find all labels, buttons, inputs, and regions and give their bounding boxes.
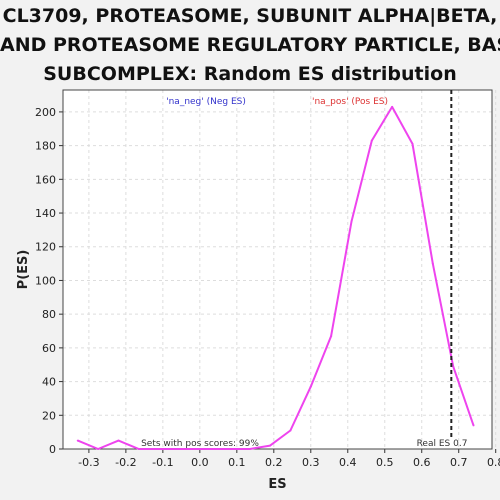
y-tick-label: 140 [35, 207, 56, 220]
data-point [391, 105, 394, 108]
x-tick-label: 0.3 [302, 456, 320, 469]
data-point [239, 448, 242, 450]
data-point [269, 444, 272, 447]
pos-scores-label: Sets with pos scores: 99% [141, 439, 259, 449]
title-line-1: CL3709, PROTEASOME, SUBUNIT ALPHA|BETA, [2, 5, 498, 27]
x-tick-label: 0.7 [450, 456, 468, 469]
title-line-2: AND PROTEASOME REGULATORY PARTICLE, BASE [0, 34, 500, 56]
data-point [137, 448, 140, 450]
y-tick-label: 180 [35, 140, 56, 153]
data-point [411, 142, 414, 145]
chart-title: CL3709, PROTEASOME, SUBUNIT ALPHA|BETA, … [0, 2, 500, 89]
y-tick-label: 40 [42, 376, 56, 389]
x-tick-label: 0.8 [487, 456, 500, 469]
series-group [76, 105, 475, 450]
data-point [198, 448, 201, 450]
plot-frame [62, 89, 493, 450]
y-tick-label: 20 [42, 409, 56, 422]
x-tick-label: 0.5 [376, 456, 394, 469]
data-point [309, 385, 312, 388]
data-point [158, 448, 161, 450]
y-tick-label: 200 [35, 106, 56, 119]
annotations: 'na_neg' (Neg ES) 'na_pos' (Pos ES) Real E… [141, 90, 467, 449]
legend-neg-label: 'na_neg' (Neg ES) [166, 97, 246, 107]
data-point [97, 448, 100, 450]
y-axis-label: P(ES) [16, 250, 31, 290]
y-tick-label: 60 [42, 342, 56, 355]
title-line-3: SUBCOMPLEX: Random ES distribution [43, 63, 457, 85]
y-tick-label: 120 [35, 241, 56, 254]
y-tick-label: 160 [35, 173, 56, 186]
data-point [370, 139, 373, 142]
data-point [76, 439, 79, 442]
x-tick-label: 0.0 [191, 456, 209, 469]
x-axis-label: ES [268, 477, 286, 492]
y-tick-label: 0 [49, 443, 56, 456]
y-tick-label: 80 [42, 308, 56, 321]
x-tick-label: 0.2 [265, 456, 283, 469]
data-point [350, 220, 353, 223]
x-tick-label: -0.2 [115, 456, 136, 469]
data-point [219, 448, 222, 450]
data-point [472, 424, 475, 427]
data-point [431, 262, 434, 265]
real-es-label: Real ES 0.7 [417, 439, 468, 449]
data-point [289, 429, 292, 432]
x-tick-label: 0.4 [339, 456, 357, 469]
plot-area [63, 90, 492, 449]
data-point [117, 439, 120, 442]
x-tick-label: -0.1 [152, 456, 173, 469]
data-point [248, 448, 251, 450]
x-tick-label: -0.3 [78, 456, 99, 469]
data-point [452, 365, 455, 368]
x-tick-label: 0.6 [413, 456, 431, 469]
legend-pos-label: 'na_pos' (Pos ES) [312, 97, 388, 107]
axes [59, 89, 497, 453]
data-point [330, 335, 333, 338]
data-point [178, 448, 181, 450]
x-tick-label: 0.1 [228, 456, 246, 469]
tick-labels: -0.3 -0.2 -0.1 0.0 0.1 0.2 0.3 0.4 0.5 0.6 0.7 0.8 0… [35, 106, 500, 469]
y-tick-label: 100 [35, 274, 56, 287]
